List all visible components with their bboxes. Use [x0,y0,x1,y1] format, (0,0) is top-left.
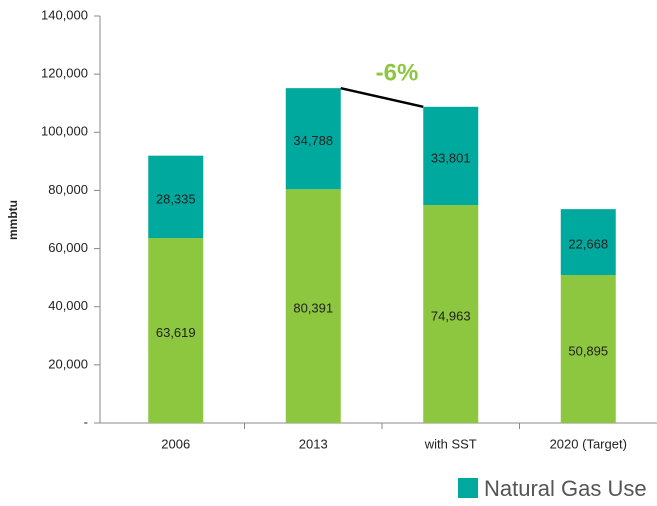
x-tick-label: 2020 (Target) [550,436,627,451]
annotation-line [340,86,424,109]
y-tick-label: 80,000 [48,182,88,197]
data-label: 22,668 [568,237,608,252]
y-tick-label: 120,000 [41,66,88,81]
bar-segment [148,238,204,423]
x-tick-label: with SST [424,436,477,451]
data-label: 28,335 [156,191,196,206]
y-tick-label: 100,000 [41,124,88,139]
bar-segment [285,189,341,423]
data-label: 33,801 [431,150,471,165]
y-axis-label: mmbtu [6,200,20,240]
bar-segment [560,275,616,423]
bar-segment [285,88,341,190]
annotation: -6% [376,60,419,87]
data-label: 74,963 [431,308,471,323]
x-tick-label: 2006 [161,436,190,451]
legend-label: Natural Gas Use [484,476,647,501]
y-tick-label: 60,000 [48,240,88,255]
data-label: 80,391 [293,301,333,316]
bar-segment [423,106,479,206]
bar-segment [423,205,479,423]
y-tick-label: 20,000 [48,356,88,371]
y-tick-label: 140,000 [41,7,88,22]
y-tick-label: 40,000 [48,298,88,313]
data-label: 63,619 [156,325,196,340]
data-label: 50,895 [568,343,608,358]
bar-segment [560,209,616,276]
y-tick-label: - [84,414,88,429]
bar-segment [148,155,204,239]
legend-swatch [458,478,478,498]
x-tick-label: 2013 [299,436,328,451]
data-label: 34,788 [293,133,333,148]
